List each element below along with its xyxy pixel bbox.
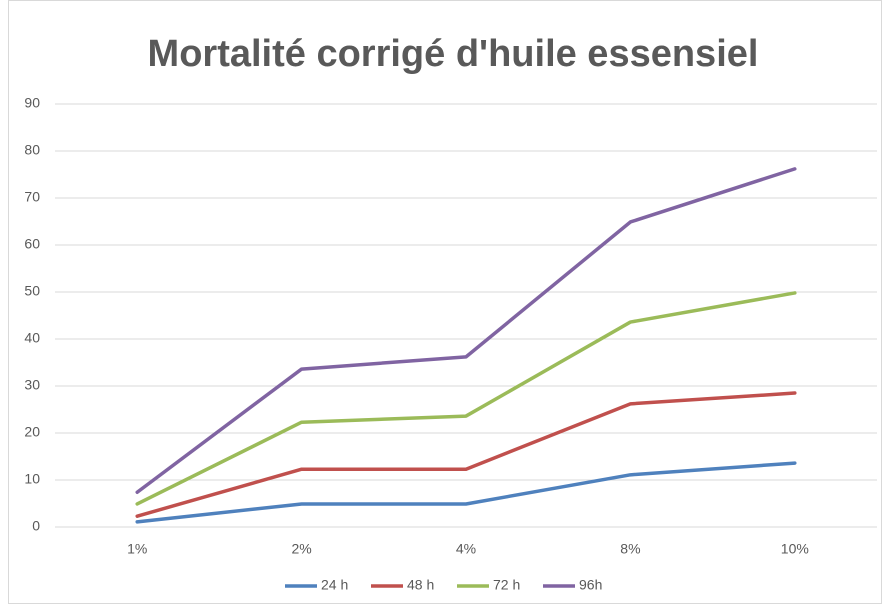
y-tick-label: 10 [24,471,40,487]
y-tick-label: 50 [24,283,40,299]
series-line [135,391,797,518]
x-tick-label: 10% [781,541,809,557]
y-tick-label: 90 [24,95,40,111]
y-tick-label: 40 [24,330,40,346]
series-line [135,291,797,506]
x-tick-label: 8% [620,541,640,557]
series-line [135,167,797,494]
legend-label: 72 h [493,577,520,593]
legend-label: 96h [579,577,602,593]
y-tick-label: 70 [24,189,40,205]
chart-title: Mortalité corrigé d'huile essensiel [148,33,759,75]
legend-label: 24 h [321,577,348,593]
y-tick-label: 20 [24,424,40,440]
legend-label: 48 h [407,577,434,593]
y-tick-label: 80 [24,142,40,158]
y-tick-label: 30 [24,377,40,393]
x-tick-label: 2% [291,541,311,557]
x-tick-label: 1% [127,541,147,557]
x-tick-label: 4% [456,541,476,557]
y-tick-label: 60 [24,236,40,252]
y-tick-label: 0 [32,518,40,534]
series-line [135,461,797,524]
